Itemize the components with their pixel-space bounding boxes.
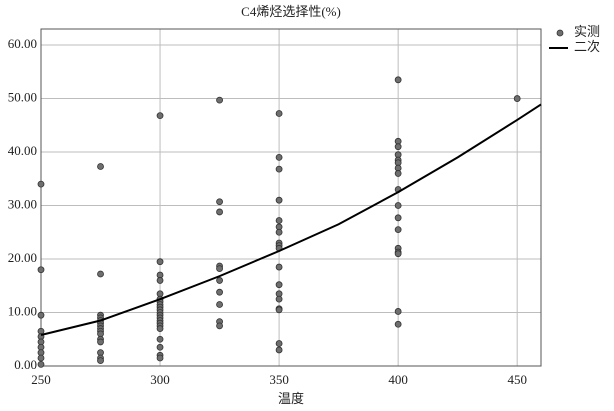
point <box>97 270 104 278</box>
point <box>275 346 283 354</box>
y-tick-label: 40.00 <box>8 143 37 158</box>
point <box>275 340 283 347</box>
chart-title: C4烯烃选择性(%) <box>241 4 341 19</box>
point <box>37 311 45 319</box>
point <box>275 153 283 161</box>
point <box>97 338 104 346</box>
x-tick-label: 250 <box>31 372 51 387</box>
point <box>394 226 402 233</box>
point <box>275 281 283 289</box>
y-tick-label: 50.00 <box>8 90 37 105</box>
point <box>394 76 402 84</box>
point <box>37 360 45 368</box>
point <box>216 198 223 206</box>
y-tick-label: 0.00 <box>14 357 37 372</box>
x-tick-label: 450 <box>507 372 527 387</box>
y-tick-label: 60.00 <box>8 36 37 51</box>
y-tick-label: 30.00 <box>8 197 37 212</box>
point <box>37 266 45 274</box>
point <box>275 263 283 271</box>
point <box>216 322 223 330</box>
point <box>275 306 283 314</box>
point <box>275 217 283 224</box>
point <box>216 208 223 216</box>
point <box>394 308 402 315</box>
point <box>394 202 402 209</box>
point <box>275 196 283 204</box>
point <box>275 295 283 303</box>
point <box>216 96 223 104</box>
point <box>156 112 164 120</box>
point <box>394 250 402 258</box>
point <box>275 110 283 117</box>
plot-frame <box>40 28 542 367</box>
y-tick-label: 10.00 <box>8 303 37 318</box>
legend-label: 实测 <box>574 24 600 39</box>
point <box>156 335 164 343</box>
point <box>394 170 402 177</box>
point <box>37 354 45 362</box>
point <box>97 357 104 365</box>
point <box>156 343 164 351</box>
y-tick-label: 20.00 <box>8 250 37 265</box>
legend-label: 二次 <box>574 39 600 54</box>
point <box>216 288 223 296</box>
point <box>37 180 45 188</box>
point <box>97 163 104 170</box>
point <box>156 277 164 284</box>
x-tick-label: 300 <box>150 372 170 387</box>
point <box>216 277 223 284</box>
fit-line <box>40 103 542 336</box>
point <box>156 258 164 266</box>
point <box>394 143 402 151</box>
point <box>156 325 164 332</box>
x-axis-label: 温度 <box>278 391 304 406</box>
point <box>156 354 164 362</box>
point <box>216 301 223 308</box>
point <box>275 165 283 173</box>
legend-swatch <box>556 29 564 37</box>
x-tick-label: 400 <box>388 372 408 387</box>
point <box>216 265 223 273</box>
point <box>394 320 402 328</box>
point <box>513 95 521 102</box>
x-tick-label: 350 <box>269 372 289 387</box>
point <box>275 228 283 236</box>
point <box>394 214 402 222</box>
